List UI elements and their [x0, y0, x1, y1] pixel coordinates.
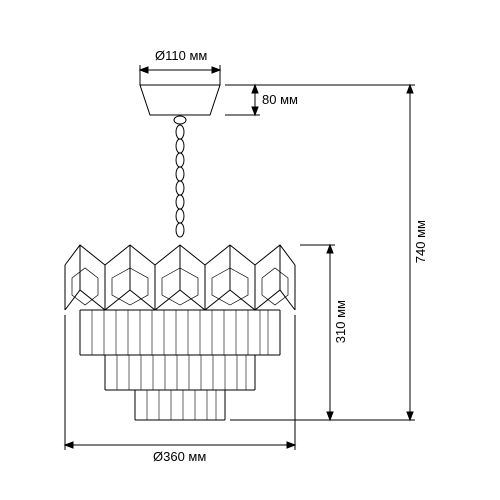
total-height-label: 740 мм — [413, 220, 428, 263]
body-height-label: 310 мм — [333, 300, 348, 343]
body-diameter-label: Ø360 мм — [153, 449, 206, 464]
lamp-dimension-diagram: Ø110 мм 80 мм 310 мм 740 мм Ø360 мм — [0, 0, 500, 500]
canopy-diameter-label: Ø110 мм — [155, 48, 207, 63]
canopy-height-label: 80 мм — [262, 92, 298, 107]
